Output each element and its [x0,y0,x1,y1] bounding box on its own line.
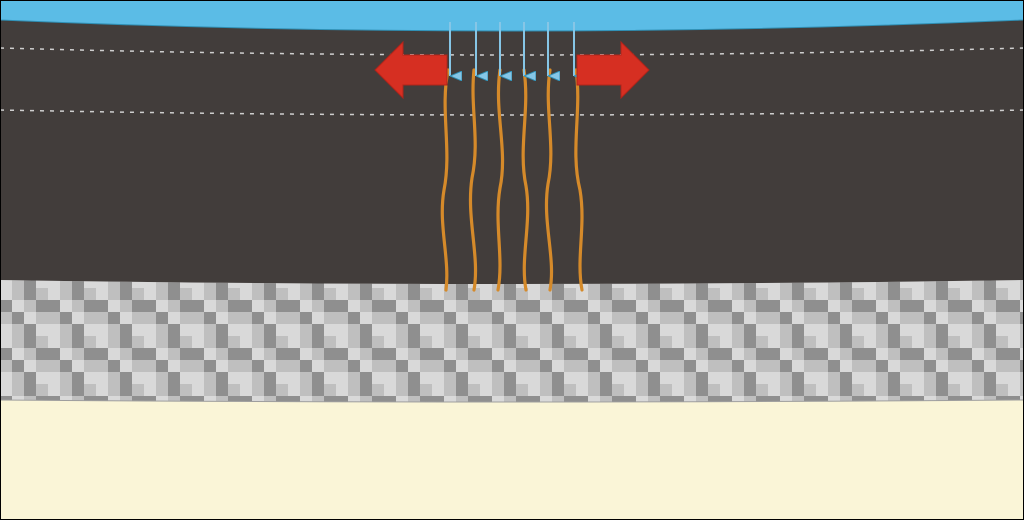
diagram-stage [0,0,1024,520]
bedrock-layer [0,400,1024,520]
diagram-svg [0,0,1024,520]
dark-layer [0,20,1024,284]
granite-layer [0,280,1024,402]
